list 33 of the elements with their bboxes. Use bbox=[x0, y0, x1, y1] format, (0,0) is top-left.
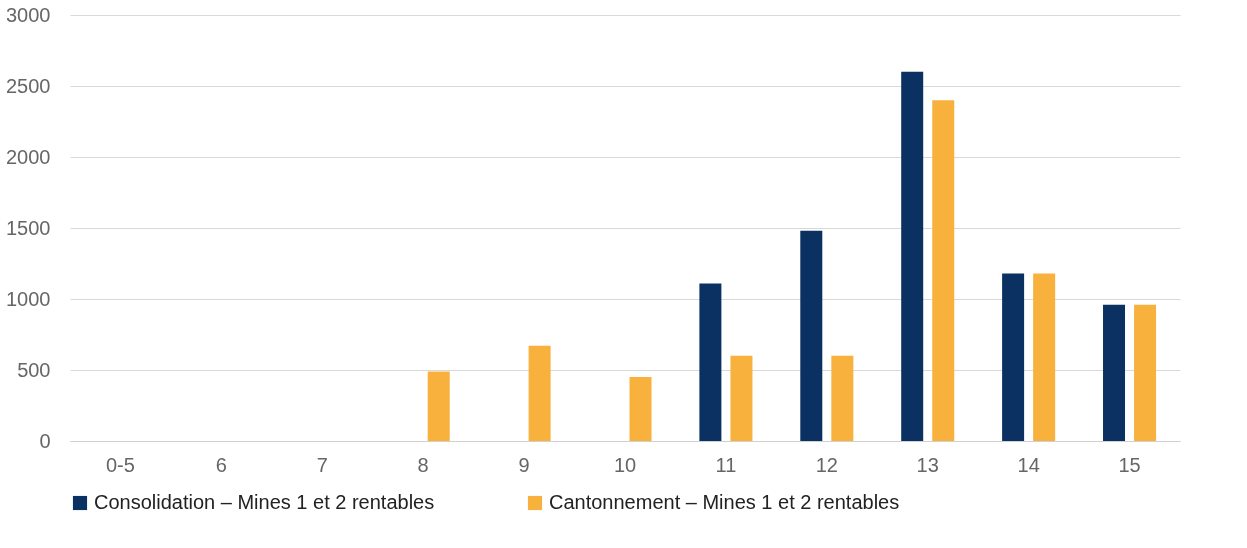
bar bbox=[528, 345, 551, 441]
bar bbox=[1033, 273, 1056, 441]
x-tick-label: 14 bbox=[1017, 453, 1040, 476]
y-tick-label: 2500 bbox=[6, 74, 51, 97]
x-tick-label: 13 bbox=[916, 453, 939, 476]
x-tick-label: 15 bbox=[1118, 453, 1141, 476]
bar bbox=[699, 283, 722, 441]
legend-label: Cantonnement – Mines 1 et 2 rentables bbox=[549, 491, 900, 513]
y-tick-label: 2000 bbox=[6, 145, 51, 168]
bar bbox=[730, 355, 753, 441]
x-tick-label: 6 bbox=[215, 453, 227, 476]
bar bbox=[629, 377, 652, 441]
legend-label: Consolidation – Mines 1 et 2 rentables bbox=[94, 491, 435, 513]
bar bbox=[427, 371, 450, 441]
bar bbox=[831, 355, 854, 441]
x-tick-label: 10 bbox=[613, 453, 637, 476]
y-tick-label: 1000 bbox=[6, 287, 51, 310]
bar bbox=[800, 230, 823, 441]
x-tick-label: 11 bbox=[715, 453, 737, 476]
y-tick-label: 1500 bbox=[6, 216, 51, 239]
y-tick-label: 3000 bbox=[6, 3, 51, 26]
x-tick-label: 8 bbox=[417, 453, 429, 476]
y-tick-label: 500 bbox=[17, 358, 51, 381]
x-tick-label: 0-5 bbox=[106, 453, 135, 476]
x-tick-label: 9 bbox=[518, 453, 530, 476]
x-tick-label: 7 bbox=[316, 453, 328, 476]
bar bbox=[1103, 304, 1126, 441]
y-tick-label: 0 bbox=[39, 429, 51, 452]
bar bbox=[1002, 273, 1025, 441]
bar bbox=[932, 100, 955, 441]
bar bbox=[901, 71, 924, 441]
x-tick-label: 12 bbox=[815, 453, 838, 476]
bar bbox=[1134, 304, 1157, 441]
